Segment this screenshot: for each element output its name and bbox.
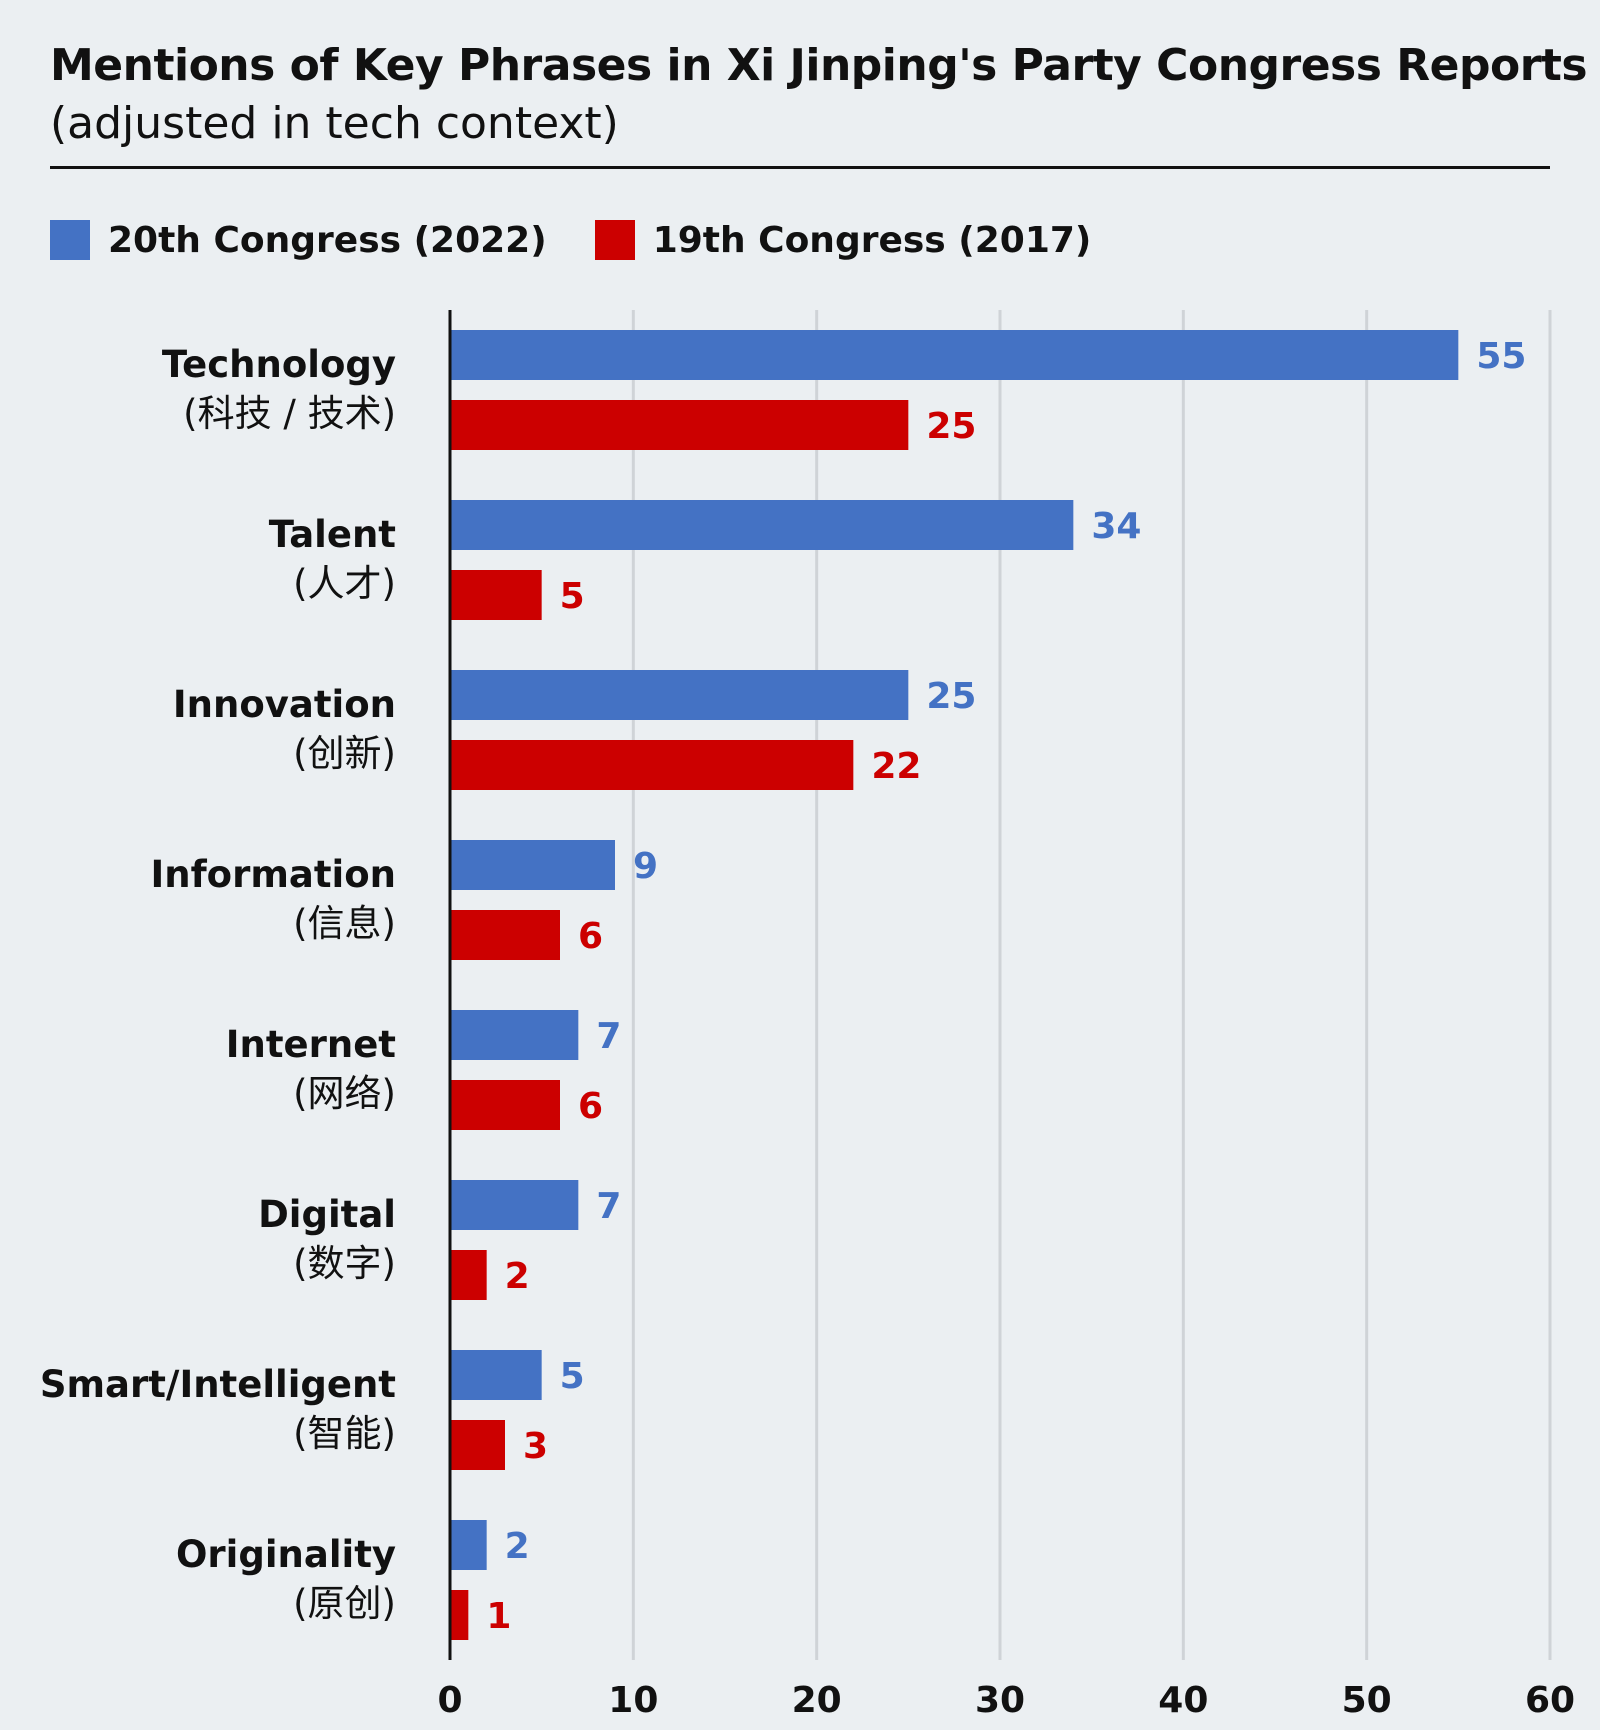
data-label: 7 [596, 1016, 621, 1057]
bar [450, 570, 542, 620]
category-sublabel: (网络) [293, 1072, 396, 1115]
data-label: 3 [523, 1426, 548, 1467]
bar [450, 1590, 469, 1640]
x-tick-label: 30 [975, 1680, 1025, 1721]
data-label: 5 [560, 576, 585, 617]
data-label: 22 [871, 746, 921, 787]
x-tick-label: 50 [1342, 1680, 1392, 1721]
category-sublabel: (智能) [293, 1412, 396, 1455]
category-sublabel: (科技 / 技术) [183, 392, 396, 435]
bar [450, 400, 909, 450]
legend-swatch-2017 [594, 220, 635, 260]
bar [450, 910, 560, 960]
x-tick-label: 10 [608, 1680, 658, 1721]
data-label: 5 [560, 1356, 585, 1397]
bar [450, 1420, 505, 1470]
bar [450, 1080, 560, 1130]
data-label: 1 [486, 1596, 511, 1637]
data-label: 2 [505, 1256, 530, 1297]
data-label: 7 [596, 1186, 621, 1227]
data-label: 9 [633, 846, 658, 887]
legend-item-2017: 19th Congress (2017) [594, 219, 1092, 261]
bar [450, 1250, 487, 1300]
legend-swatch-2022 [50, 220, 90, 260]
x-tick-label: 40 [1158, 1680, 1208, 1721]
bar [450, 1520, 487, 1570]
legend-item-2022: 20th Congress (2022) [50, 220, 547, 261]
x-tick-label: 60 [1525, 1680, 1575, 1721]
category-label: Talent [269, 513, 396, 556]
x-tick-label: 20 [792, 1680, 842, 1721]
category-label: Smart/Intelligent [40, 1363, 396, 1406]
category-label: Information [150, 853, 396, 896]
bar [450, 670, 909, 720]
bar [450, 1180, 579, 1230]
data-label: 6 [578, 1086, 603, 1127]
bar [450, 1350, 542, 1400]
bar [450, 1010, 579, 1060]
data-label: 25 [926, 406, 976, 447]
chart-subtitle: (adjusted in tech context) [50, 98, 619, 149]
data-label: 34 [1091, 506, 1141, 547]
category-sublabel: (信息) [293, 902, 396, 945]
category-sublabel: (创新) [293, 732, 396, 775]
category-label: Internet [226, 1023, 396, 1066]
category-label: Technology [162, 343, 396, 386]
data-label: 25 [926, 676, 976, 717]
x-tick-label: 0 [437, 1680, 462, 1721]
chart-title: Mentions of Key Phrases in Xi Jinping's … [50, 40, 1588, 91]
bar [450, 500, 1074, 550]
legend-label-2022: 20th Congress (2022) [108, 219, 547, 261]
category-label: Digital [258, 1193, 396, 1236]
legend: 20th Congress (2022) 19th Congress (2017… [50, 218, 1139, 262]
bar [450, 840, 615, 890]
category-sublabel: (原创) [293, 1582, 396, 1625]
bar [450, 330, 1459, 380]
category-sublabel: (数字) [293, 1242, 396, 1285]
data-label: 2 [505, 1526, 530, 1567]
data-label: 6 [578, 916, 603, 957]
legend-label-2017: 19th Congress (2017) [652, 219, 1092, 261]
category-sublabel: (人才) [293, 562, 396, 605]
bar [450, 740, 854, 790]
category-label: Originality [176, 1533, 396, 1576]
category-label: Innovation [173, 683, 396, 726]
data-label: 55 [1476, 336, 1526, 377]
title-divider [50, 166, 1550, 169]
